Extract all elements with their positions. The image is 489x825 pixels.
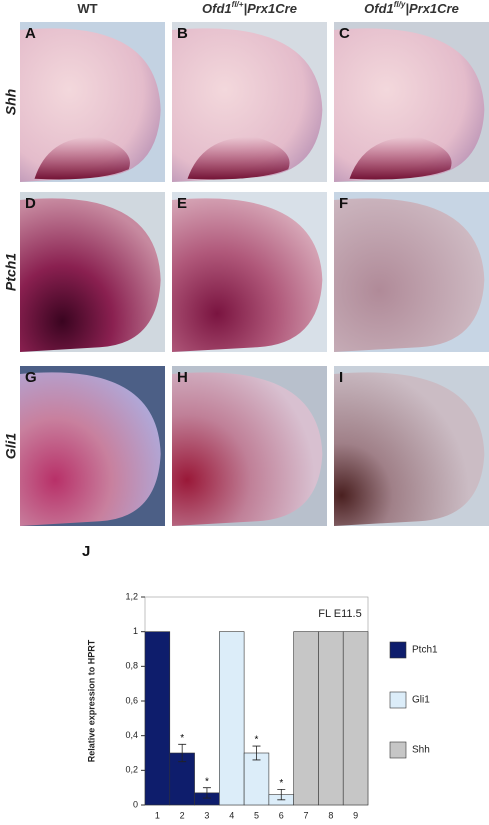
column-header: Ofd1fl/+|Prx1Cre	[202, 0, 297, 16]
panel-letter: G	[25, 369, 37, 386]
error-bar	[202, 787, 211, 799]
expression-band	[187, 136, 290, 180]
limb-bud	[172, 28, 323, 183]
header-suffix: |Prx1Cre	[405, 1, 459, 16]
y-axis-title: Relative expression to HPRT	[86, 639, 96, 762]
row-label: Gli1	[3, 433, 19, 460]
legend-label: Ptch1	[412, 645, 438, 656]
y-tick-label: 0,2	[125, 765, 138, 775]
header-superscript: fl/+	[232, 0, 244, 9]
x-tick-label: 7	[304, 810, 309, 820]
x-tick-label: 3	[204, 810, 209, 820]
bar	[342, 631, 369, 806]
limb-bud	[20, 198, 161, 352]
error-bar	[252, 745, 261, 761]
panel-letter: D	[25, 195, 36, 212]
limb-bud	[20, 28, 161, 183]
y-tick-label: 1,2	[125, 591, 138, 601]
panel-letter: I	[339, 369, 343, 386]
column-header: Ofd1fl/y|Prx1Cre	[364, 0, 459, 16]
significance-mark: *	[255, 735, 259, 746]
limb-bud	[334, 372, 485, 526]
y-tick-label: 1	[133, 626, 138, 636]
significance-mark: *	[205, 776, 209, 787]
limb-bud	[172, 198, 323, 352]
y-tick-label: 0,4	[125, 730, 138, 740]
y-tick-label: 0,6	[125, 695, 138, 705]
legend-swatch	[389, 641, 407, 659]
header-text: Ofd1	[202, 1, 232, 16]
panel-letter: B	[177, 25, 188, 42]
bar-chart: J 0 0,2 0,4 0,6 0,8 1 1,2 Relative expression to…	[82, 543, 438, 820]
annotation: FL E11.5	[318, 608, 361, 620]
bar	[318, 631, 344, 806]
expression-band	[349, 136, 452, 180]
error-bar	[277, 789, 286, 801]
row-label: Shh	[3, 89, 19, 115]
panel-letter: C	[339, 25, 350, 42]
x-tick-label: 6	[279, 810, 284, 820]
bar	[219, 631, 245, 806]
panel-letter: E	[177, 195, 187, 212]
x-tick-label: 5	[254, 810, 259, 820]
x-tick-label: 4	[229, 810, 234, 820]
header-suffix: |Prx1Cre	[243, 1, 297, 16]
x-tick-label: 2	[180, 810, 185, 820]
limb-bud	[20, 372, 161, 526]
panel-letter: A	[25, 25, 36, 42]
header-text: Ofd1	[364, 1, 394, 16]
y-tick-label: 0,8	[125, 661, 138, 671]
panel-letter: J	[82, 543, 90, 560]
row-label: Ptch1	[3, 253, 19, 291]
expression-band	[34, 136, 130, 180]
error-bar	[178, 743, 187, 763]
column-header: WT	[77, 1, 97, 16]
legend-label: Shh	[412, 745, 430, 756]
legend-swatch	[389, 691, 407, 709]
y-tick-label: 0	[133, 799, 138, 809]
bar	[243, 752, 270, 806]
header-superscript: fl/y	[394, 0, 406, 9]
limb-bud	[334, 198, 485, 352]
legend-swatch	[389, 741, 407, 759]
bar	[293, 631, 319, 806]
panel-letter: F	[339, 195, 348, 212]
limb-bud	[172, 372, 323, 526]
x-tick-label: 9	[353, 810, 358, 820]
x-tick-label: 1	[155, 810, 160, 820]
legend-label: Gli1	[412, 695, 430, 706]
limb-bud	[334, 28, 485, 183]
panel-letter: H	[177, 369, 188, 386]
x-tick-label: 8	[328, 810, 333, 820]
significance-mark: *	[279, 778, 283, 789]
bar	[144, 631, 171, 806]
significance-mark: *	[180, 733, 184, 744]
header-text: WT	[77, 1, 97, 16]
